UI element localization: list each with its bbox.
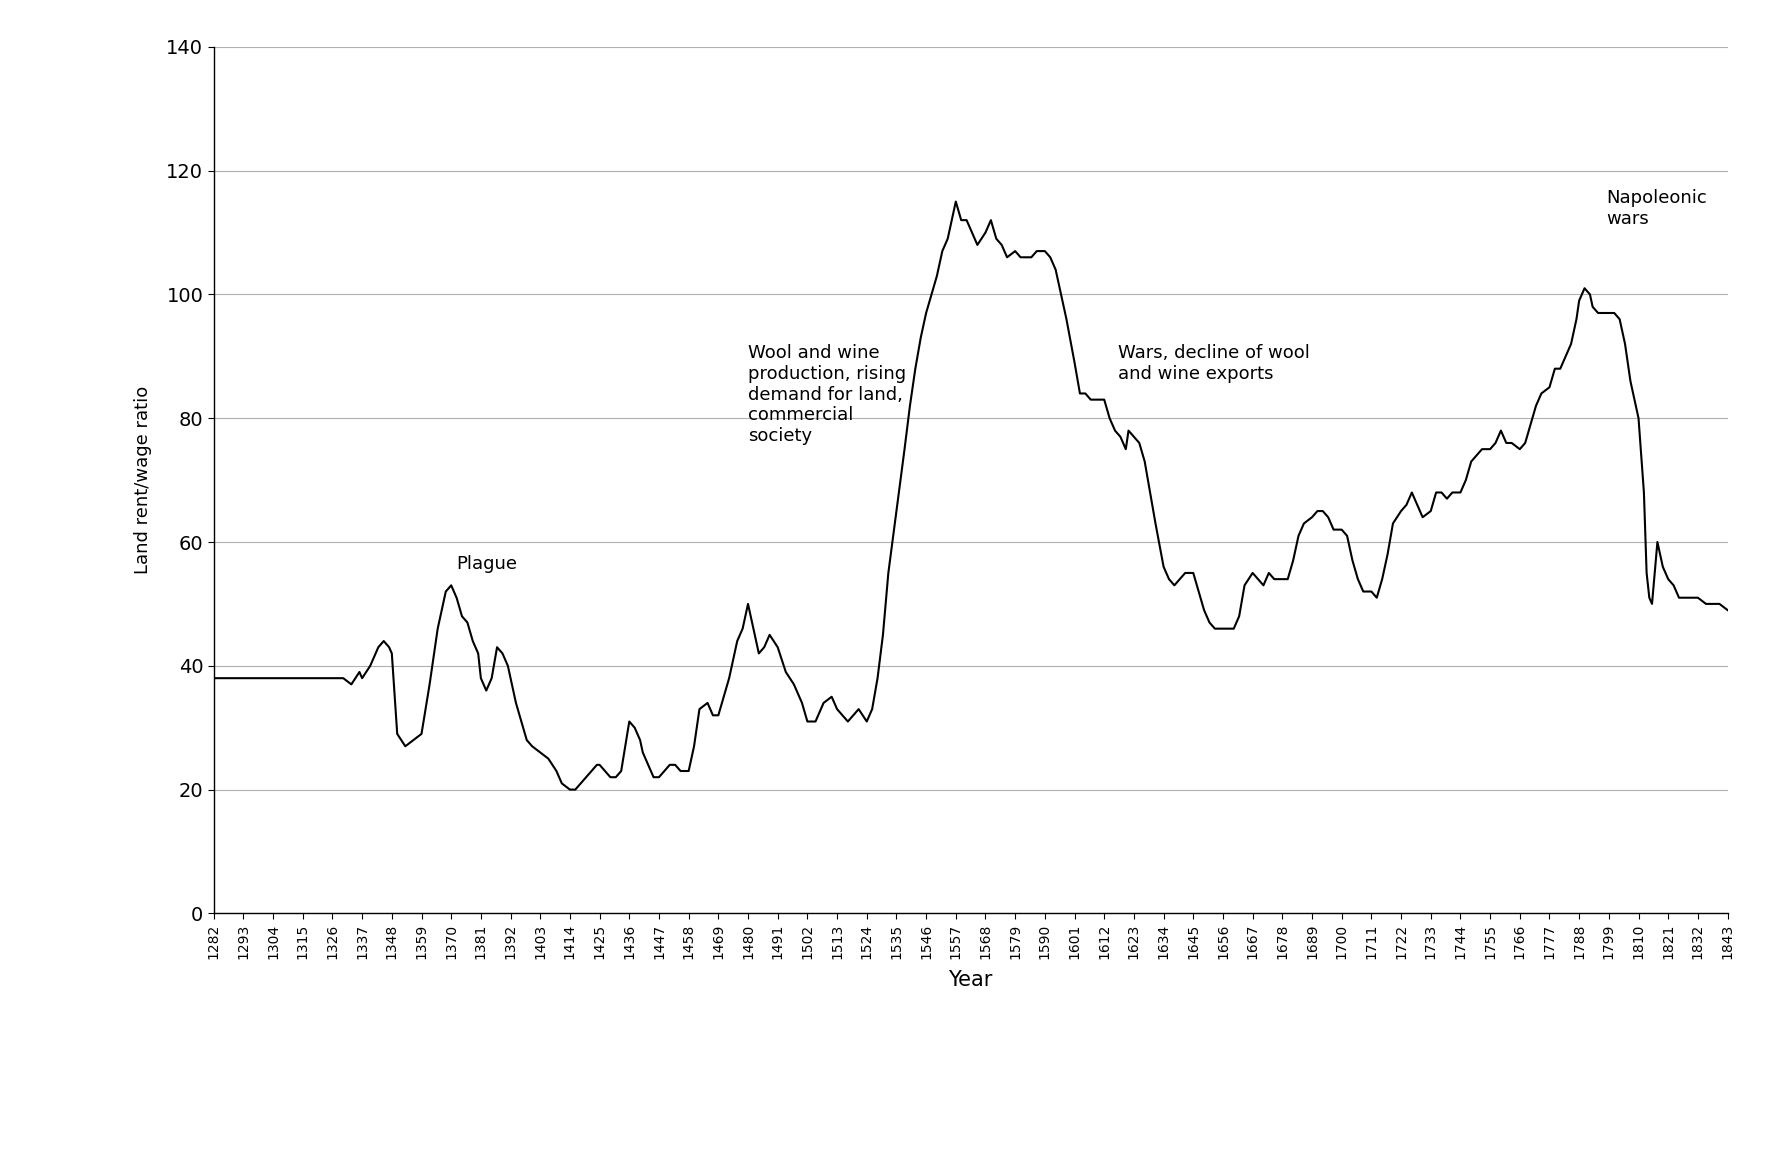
Text: Plague: Plague (456, 555, 518, 573)
Text: Wool and wine
production, rising
demand for land,
commercial
society: Wool and wine production, rising demand … (748, 344, 906, 445)
X-axis label: Year: Year (949, 971, 991, 991)
Text: Wars, decline of wool
and wine exports: Wars, decline of wool and wine exports (1118, 344, 1308, 383)
Text: Napoleonic
wars: Napoleonic wars (1606, 190, 1705, 228)
Y-axis label: Land rent/wage ratio: Land rent/wage ratio (134, 386, 153, 574)
